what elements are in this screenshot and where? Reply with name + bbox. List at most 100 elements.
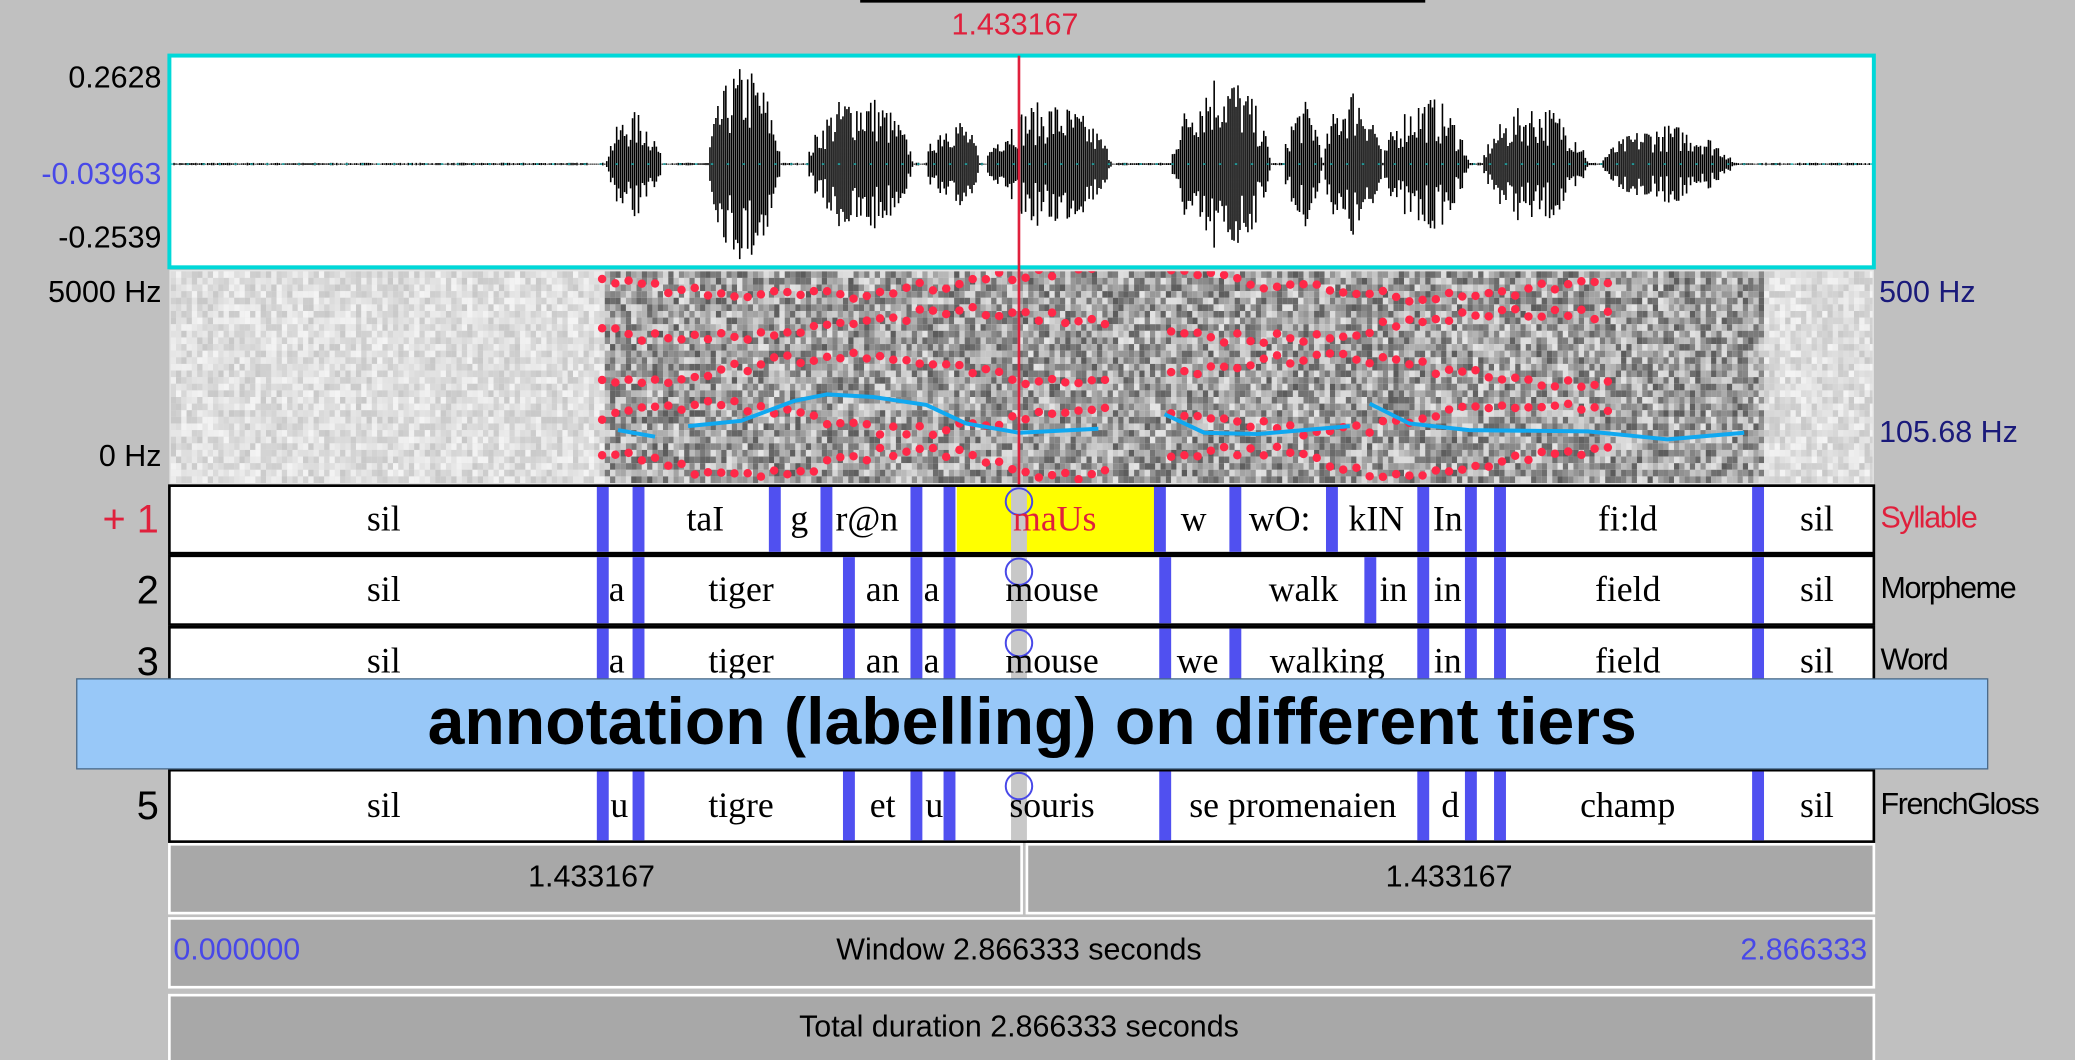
spectro-cell bbox=[679, 430, 684, 437]
spectro-cell bbox=[531, 351, 536, 358]
wave-cursor-value: -0.03963 bbox=[41, 157, 161, 191]
spectro-cell bbox=[240, 463, 245, 470]
spectro-cell bbox=[711, 351, 716, 358]
spectro-cell bbox=[488, 423, 493, 430]
spectro-cell bbox=[764, 377, 769, 384]
spectro-cell bbox=[769, 443, 774, 450]
spectro-cell bbox=[330, 324, 335, 331]
spectro-cell bbox=[552, 377, 557, 384]
spectro-cell bbox=[367, 371, 372, 378]
spectro-cell bbox=[599, 384, 604, 391]
spectro-cell bbox=[525, 344, 530, 351]
spectro-cell bbox=[303, 404, 308, 411]
spectro-cell bbox=[642, 304, 647, 311]
spectro-cell bbox=[388, 357, 393, 364]
spectro-cell bbox=[764, 384, 769, 391]
spectro-cell bbox=[208, 423, 213, 430]
spectro-cell bbox=[684, 344, 689, 351]
spectro-cell bbox=[467, 285, 472, 292]
spectro-cell bbox=[324, 285, 329, 292]
spectro-cell bbox=[965, 476, 970, 483]
spectro-cell bbox=[409, 430, 414, 437]
spectro-cell bbox=[584, 450, 589, 457]
spectro-cell bbox=[578, 311, 583, 318]
spectro-cell bbox=[351, 463, 356, 470]
spectro-cell bbox=[314, 430, 319, 437]
spectro-cell bbox=[266, 423, 271, 430]
spectro-cell bbox=[647, 476, 652, 483]
spectro-cell bbox=[176, 351, 181, 358]
spectro-cell bbox=[695, 351, 700, 358]
spectro-cell bbox=[859, 430, 864, 437]
spectro-cell bbox=[838, 430, 843, 437]
spectro-cell bbox=[795, 423, 800, 430]
spectro-cell bbox=[213, 476, 218, 483]
spectro-cell bbox=[949, 331, 954, 338]
spectro-cell bbox=[589, 384, 594, 391]
spectro-cell bbox=[197, 291, 202, 298]
spectro-cell bbox=[965, 397, 970, 404]
spectro-cell bbox=[229, 278, 234, 285]
spectro-cell bbox=[435, 304, 440, 311]
spectro-cell bbox=[404, 423, 409, 430]
spectro-cell bbox=[917, 324, 922, 331]
spectro-cell bbox=[584, 298, 589, 305]
spectro-cell bbox=[282, 318, 287, 325]
spectro-cell bbox=[419, 371, 424, 378]
spectro-cell bbox=[906, 324, 911, 331]
spectro-cell bbox=[472, 278, 477, 285]
spectro-cell bbox=[509, 331, 514, 338]
spectro-cell bbox=[880, 384, 885, 391]
spectro-cell bbox=[324, 443, 329, 450]
spectro-cell bbox=[234, 457, 239, 464]
spectro-cell bbox=[419, 337, 424, 344]
spectro-cell bbox=[187, 298, 192, 305]
spectro-cell bbox=[859, 410, 864, 417]
spectro-cell bbox=[975, 443, 980, 450]
spectro-cell bbox=[843, 285, 848, 292]
spectro-cell bbox=[467, 470, 472, 477]
spectro-cell bbox=[727, 271, 732, 278]
spectro-cell bbox=[668, 311, 673, 318]
spectro-cell bbox=[208, 351, 213, 358]
spectro-cell bbox=[832, 437, 837, 444]
spectro-cell bbox=[668, 437, 673, 444]
spectro-cell bbox=[658, 344, 663, 351]
spectro-cell bbox=[462, 357, 467, 364]
spectro-cell bbox=[981, 384, 986, 391]
spectro-cell bbox=[499, 271, 504, 278]
spectro-cell bbox=[414, 457, 419, 464]
spectro-cell bbox=[885, 344, 890, 351]
spectro-cell bbox=[965, 351, 970, 358]
spectro-cell bbox=[377, 437, 382, 444]
spectro-cell bbox=[779, 337, 784, 344]
spectro-cell bbox=[922, 437, 927, 444]
spectro-cell bbox=[541, 423, 546, 430]
spectro-cell bbox=[621, 285, 626, 292]
spectro-cell bbox=[478, 298, 483, 305]
spectro-cell bbox=[330, 384, 335, 391]
spectro-cell bbox=[679, 476, 684, 483]
spectro-cell bbox=[599, 351, 604, 358]
spectro-cell bbox=[557, 457, 562, 464]
spectro-cell bbox=[679, 278, 684, 285]
spectro-cell bbox=[742, 463, 747, 470]
spectro-cell bbox=[435, 351, 440, 358]
spectro-cell bbox=[594, 291, 599, 298]
spectro-cell bbox=[912, 271, 917, 278]
spectro-cell bbox=[277, 443, 282, 450]
spectro-cell bbox=[234, 344, 239, 351]
spectro-cell bbox=[398, 278, 403, 285]
spectro-cell bbox=[425, 457, 430, 464]
spectro-cell bbox=[922, 410, 927, 417]
spectro-cell bbox=[827, 298, 832, 305]
spectro-cell bbox=[562, 357, 567, 364]
spectro-cell bbox=[938, 318, 943, 325]
spectro-cell bbox=[292, 463, 297, 470]
spectro-cell bbox=[234, 443, 239, 450]
spectro-cell bbox=[520, 337, 525, 344]
spectro-cell bbox=[610, 291, 615, 298]
spectro-cell bbox=[388, 337, 393, 344]
spectro-cell bbox=[986, 430, 991, 437]
spectro-cell bbox=[795, 457, 800, 464]
